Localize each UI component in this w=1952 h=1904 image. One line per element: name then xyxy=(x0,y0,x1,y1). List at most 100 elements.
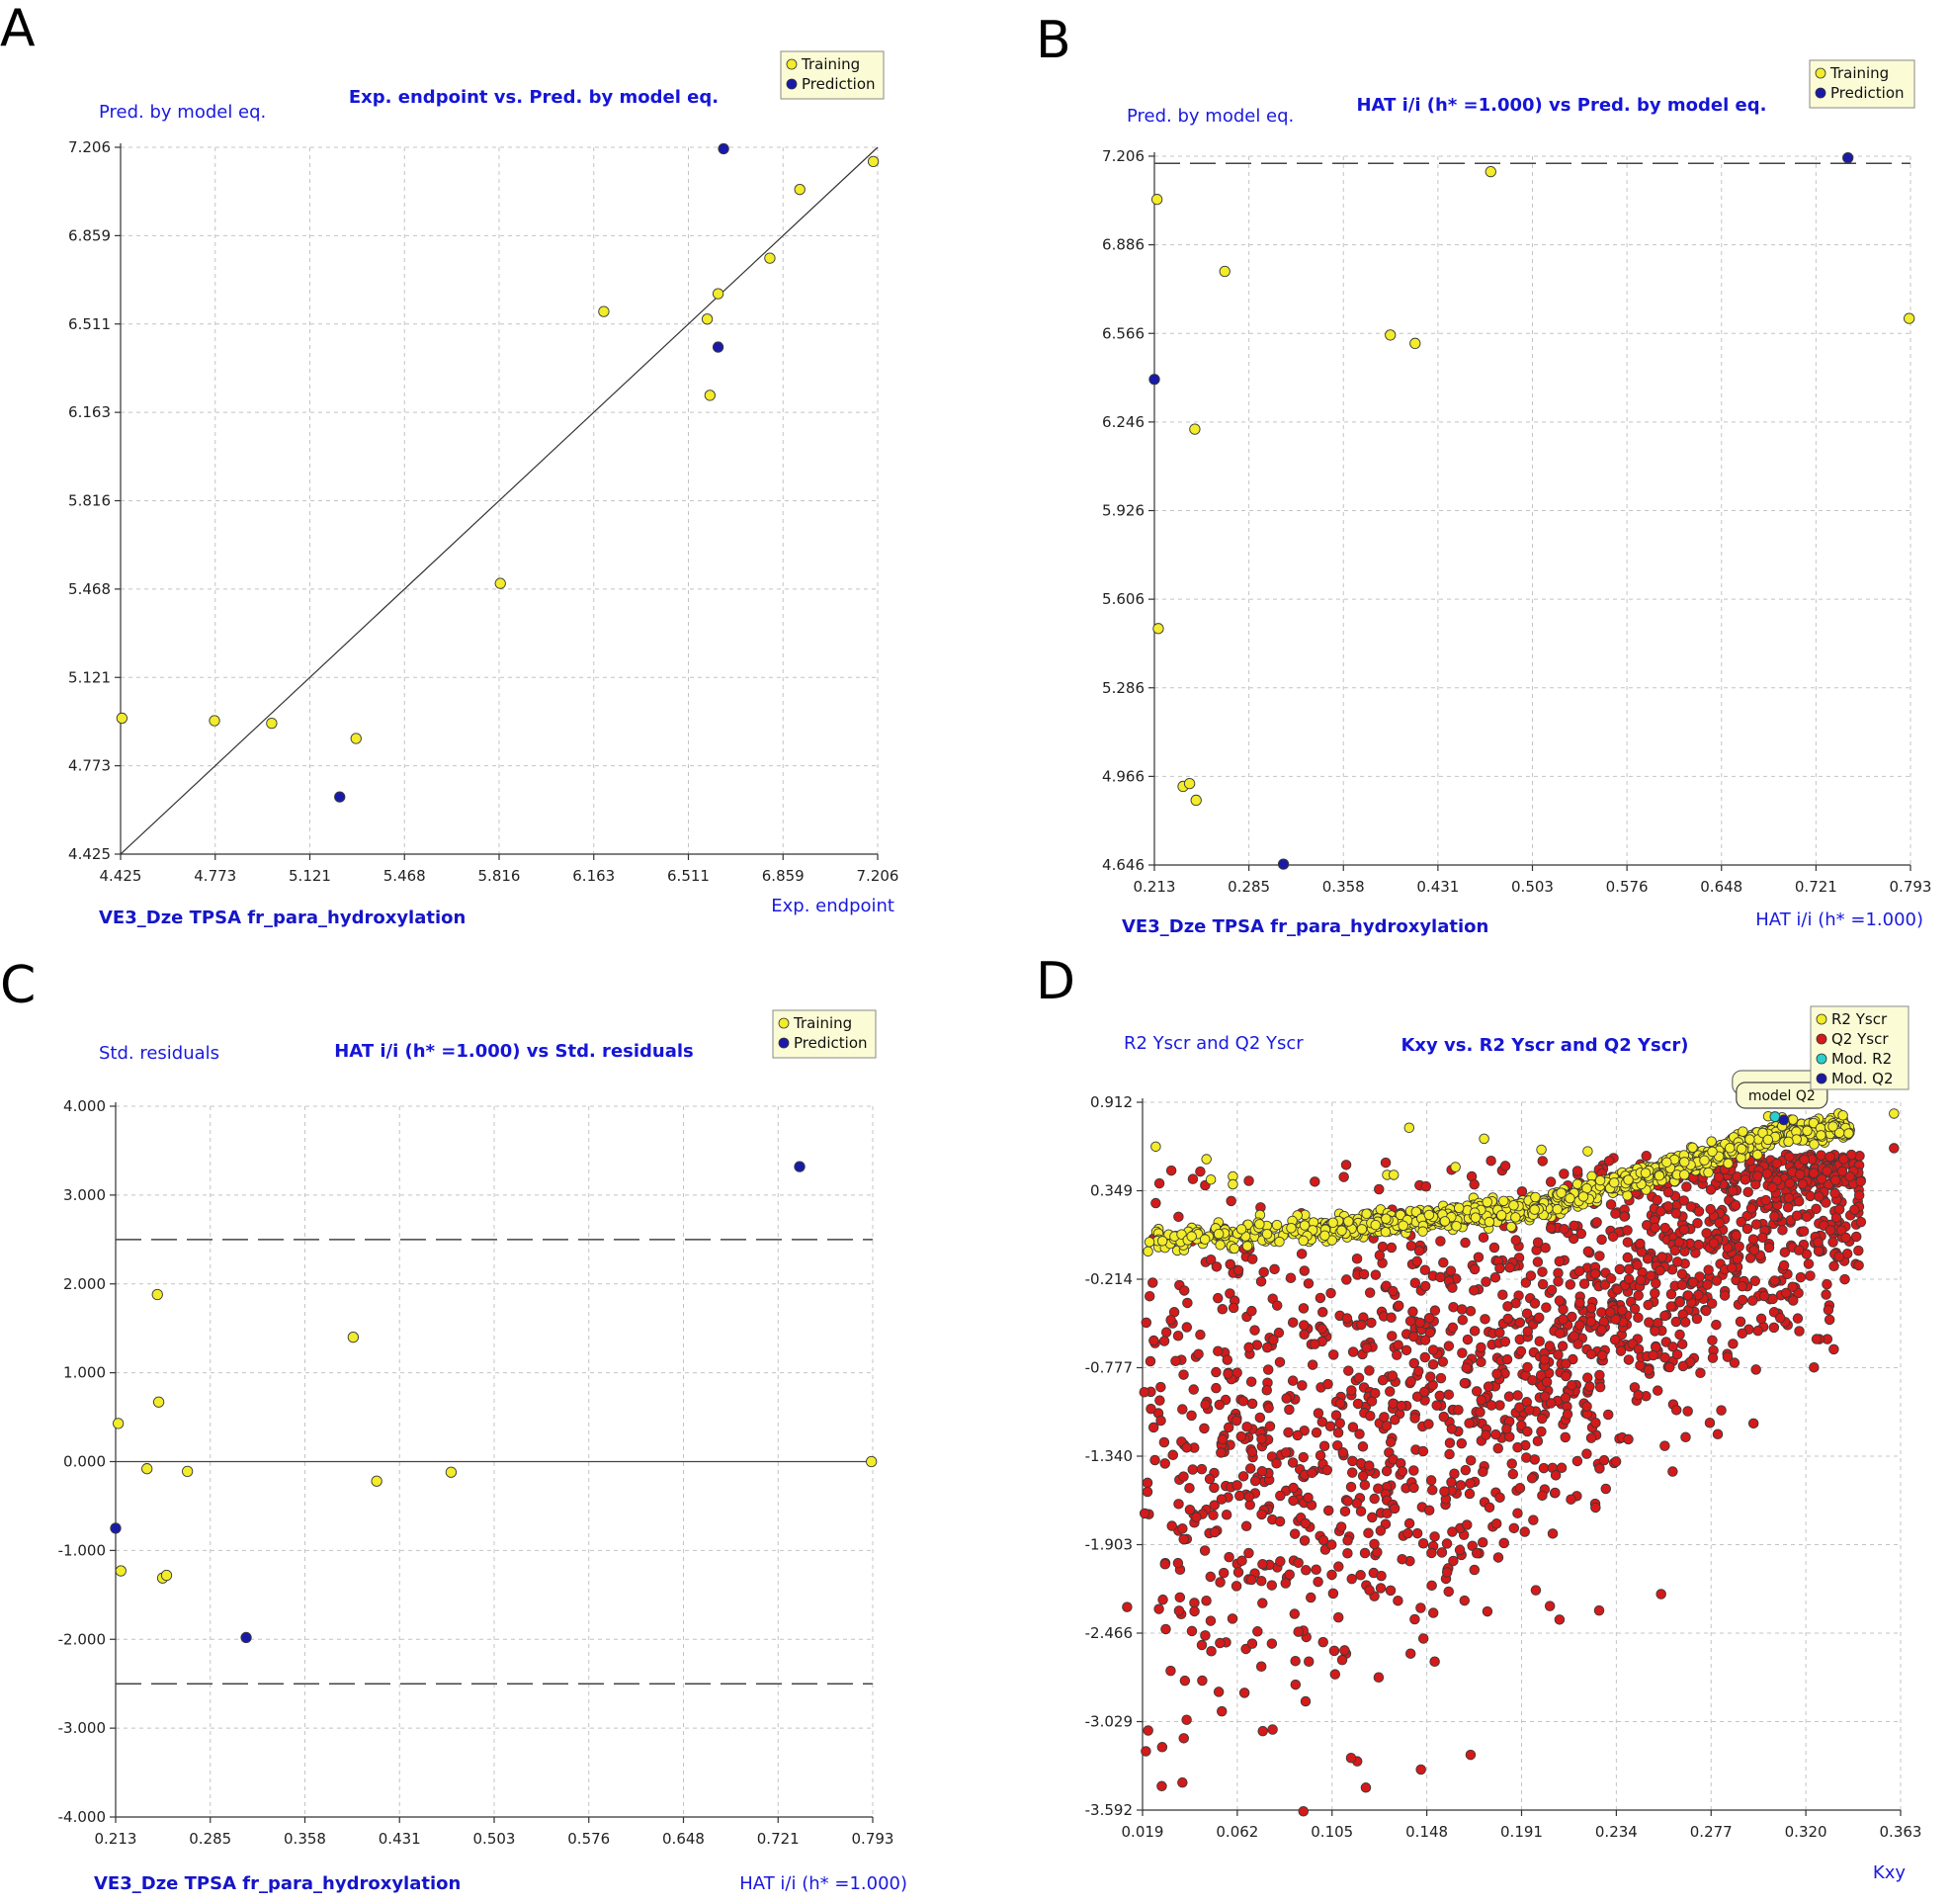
q2-yscr-point xyxy=(1414,1317,1425,1329)
q2-yscr-point xyxy=(1243,1341,1254,1353)
r2-yscr-point xyxy=(1827,1121,1838,1132)
q2-yscr-point xyxy=(1767,1181,1778,1193)
q2-yscr-point xyxy=(1539,1391,1551,1402)
q2-yscr-point xyxy=(1444,1448,1455,1460)
q2-yscr-point xyxy=(1594,1251,1605,1261)
q2-yscr-point xyxy=(1223,1422,1234,1433)
q2-yscr-point xyxy=(1157,1594,1168,1605)
r2-yscr-point xyxy=(1439,1216,1451,1227)
q2-yscr-point xyxy=(1159,1458,1170,1469)
q2-yscr-point xyxy=(1648,1349,1658,1361)
q2-yscr-point xyxy=(1343,1365,1354,1376)
q2-yscr-point xyxy=(1708,1238,1720,1249)
q2-yscr-point xyxy=(1685,1201,1697,1212)
footer-label-c: VE3_Dze TPSA fr_para_hydroxylation xyxy=(94,1873,461,1894)
q2-yscr-point xyxy=(1147,1422,1159,1433)
q2-yscr-point xyxy=(1281,1393,1292,1404)
r2-yscr-point xyxy=(1451,1220,1462,1232)
q2-yscr-point xyxy=(1746,1295,1758,1306)
q2-yscr-point xyxy=(1823,1304,1834,1316)
q2-yscr-point xyxy=(1205,1571,1217,1583)
y-tick-label: -0.214 xyxy=(1085,1270,1133,1288)
q2-yscr-point xyxy=(1215,1637,1226,1649)
q2-yscr-point xyxy=(1519,1526,1530,1537)
y-tick-label: -2.466 xyxy=(1085,1624,1133,1642)
q2-yscr-point xyxy=(1514,1317,1526,1329)
q2-yscr-point xyxy=(1255,1276,1267,1287)
training-point xyxy=(1219,265,1231,278)
q2-yscr-point xyxy=(1617,1305,1628,1316)
q2-yscr-point xyxy=(1665,1301,1676,1312)
q2-yscr-point xyxy=(1469,1263,1481,1275)
y-tick-label: 5.816 xyxy=(68,492,111,510)
q2-yscr-point xyxy=(1622,1225,1633,1236)
q2-yscr-point xyxy=(1525,1270,1537,1281)
x-tick-label: 6.859 xyxy=(762,867,805,885)
q2-yscr-point xyxy=(1423,1313,1435,1324)
legend-swatch xyxy=(1816,1033,1827,1045)
q2-yscr-point xyxy=(1446,1477,1457,1488)
q2-yscr-point xyxy=(1459,1595,1471,1606)
q2-yscr-point xyxy=(1196,1639,1208,1651)
q2-yscr-point xyxy=(1172,1557,1184,1569)
q2-yscr-point xyxy=(1139,1386,1150,1398)
q2-yscr-point xyxy=(1298,1451,1310,1463)
q2-yscr-point xyxy=(1512,1508,1523,1518)
q2-yscr-point xyxy=(1731,1230,1741,1241)
q2-yscr-point xyxy=(1641,1151,1652,1162)
training-point xyxy=(266,717,278,730)
q2-yscr-point xyxy=(1544,1601,1556,1611)
q2-yscr-point xyxy=(1293,1557,1304,1569)
y-tick-label: 6.163 xyxy=(68,403,111,421)
q2-yscr-point xyxy=(1711,1275,1723,1286)
r2-yscr-point xyxy=(1571,1178,1583,1189)
q2-yscr-point xyxy=(1840,1232,1851,1244)
q2-yscr-point xyxy=(1322,1378,1333,1390)
q2-yscr-point xyxy=(1850,1231,1862,1243)
q2-yscr-point xyxy=(1205,1254,1217,1265)
q2-yscr-point xyxy=(1411,1391,1423,1402)
q2-yscr-point xyxy=(1147,1277,1158,1288)
r2-yscr-point xyxy=(1261,1228,1273,1240)
q2-yscr-point xyxy=(1480,1314,1490,1325)
training-point xyxy=(1485,166,1496,178)
r2-yscr-point xyxy=(1661,1157,1672,1168)
q2-yscr-point xyxy=(1417,1538,1429,1549)
q2-yscr-point xyxy=(1275,1556,1286,1567)
q2-yscr-point xyxy=(1303,1278,1315,1289)
q2-yscr-point xyxy=(1245,1376,1257,1387)
q2-yscr-point xyxy=(1405,1240,1417,1252)
q2-yscr-point xyxy=(1465,1455,1477,1466)
legend-box xyxy=(1809,59,1915,109)
q2-yscr-point xyxy=(1732,1254,1743,1264)
q2-yscr-point xyxy=(1287,1457,1299,1468)
q2-yscr-point xyxy=(1750,1219,1762,1230)
q2-yscr-point xyxy=(1246,1446,1258,1457)
q2-yscr-point xyxy=(1553,1276,1564,1287)
q2-yscr-point xyxy=(1701,1228,1712,1239)
q2-yscr-point xyxy=(1409,1613,1420,1625)
r2-yscr-point xyxy=(1498,1195,1509,1207)
q2-yscr-point xyxy=(1326,1539,1337,1550)
q2-yscr-point xyxy=(1469,1178,1480,1190)
q2-yscr-point xyxy=(1217,1433,1229,1445)
q2-yscr-point xyxy=(1400,1344,1412,1356)
x-tick-label: 5.121 xyxy=(289,867,331,885)
q2-yscr-point xyxy=(1537,1266,1548,1277)
q2-yscr-point xyxy=(1750,1364,1761,1375)
q2-yscr-point xyxy=(1167,1449,1178,1461)
r2-yscr-point xyxy=(1833,1127,1845,1139)
q2-yscr-point xyxy=(1501,1353,1513,1365)
q2-yscr-point xyxy=(1571,1166,1583,1176)
chart-panel-c: 0.213 0.285 0.358 0.431 0.503 0.576 0.648 0.721… xyxy=(58,1009,907,1894)
r2-yscr-point xyxy=(1706,1136,1717,1147)
q2-yscr-point xyxy=(1838,1154,1849,1165)
q2-yscr-point xyxy=(1153,1603,1164,1614)
q2-yscr-point xyxy=(1671,1256,1683,1267)
q2-yscr-point xyxy=(1536,1413,1548,1425)
q2-yscr-point xyxy=(1565,1279,1576,1290)
q2-yscr-point xyxy=(1327,1349,1339,1360)
r2-yscr-point xyxy=(1640,1168,1652,1178)
q2-yscr-point xyxy=(1736,1216,1746,1228)
q2-yscr-point xyxy=(1199,1545,1211,1556)
